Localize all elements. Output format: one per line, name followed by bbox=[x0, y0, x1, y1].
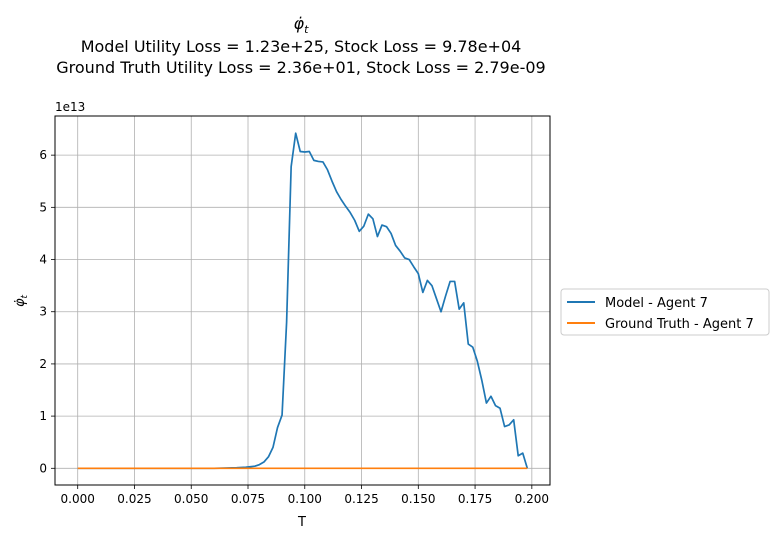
y-tick-label: 3 bbox=[39, 305, 47, 319]
x-tick-label: 0.000 bbox=[61, 492, 95, 506]
x-tick-label: 0.075 bbox=[231, 492, 265, 506]
series-group bbox=[77, 132, 529, 470]
legend-label-ground-truth: Ground Truth - Agent 7 bbox=[605, 317, 754, 332]
svg-text:φ̇t: φ̇t bbox=[13, 294, 30, 307]
y-axis-label-main: φ̇ bbox=[13, 298, 28, 307]
y-axis-label: φ̇t bbox=[13, 294, 30, 307]
y-axis-ticks: 0 1 2 3 4 5 6 bbox=[39, 148, 55, 475]
x-axis-label: T bbox=[297, 515, 306, 530]
y-tick-label: 4 bbox=[39, 253, 47, 267]
chart-title-symbol: φ̇t bbox=[294, 14, 310, 36]
series-line-model bbox=[77, 132, 529, 470]
y-tick-label: 5 bbox=[39, 200, 47, 214]
x-tick-label: 0.100 bbox=[288, 492, 322, 506]
plot-frame bbox=[54, 115, 551, 486]
title-symbol-sub: t bbox=[304, 23, 309, 36]
x-tick-label: 0.175 bbox=[458, 492, 492, 506]
x-tick-label: 0.050 bbox=[174, 492, 208, 506]
chart-title-line-2: Ground Truth Utility Loss = 2.36e+01, St… bbox=[56, 58, 545, 77]
legend-box bbox=[560, 288, 770, 336]
y-axis-label-sub: t bbox=[20, 294, 30, 298]
y-offset-label: 1e13 bbox=[55, 100, 85, 114]
y-tick-label: 0 bbox=[39, 461, 47, 475]
x-tick-label: 0.125 bbox=[344, 492, 378, 506]
y-tick-label: 2 bbox=[39, 357, 47, 371]
y-tick-label: 6 bbox=[39, 148, 47, 162]
title-symbol-main: φ̇ bbox=[294, 14, 305, 33]
x-axis-ticks: 0.000 0.025 0.050 0.075 0.100 0.125 0.150 0.175… bbox=[61, 485, 549, 506]
y-tick-label: 1 bbox=[39, 409, 47, 423]
x-tick-label: 0.200 bbox=[515, 492, 549, 506]
legend: Model - Agent 7 Ground Truth - Agent 7 bbox=[560, 288, 770, 336]
legend-label-model: Model - Agent 7 bbox=[605, 296, 708, 311]
chart-title-line-1: Model Utility Loss = 1.23e+25, Stock Los… bbox=[81, 37, 522, 56]
grid bbox=[55, 116, 550, 485]
x-tick-label: 0.025 bbox=[117, 492, 151, 506]
x-tick-label: 0.150 bbox=[401, 492, 435, 506]
